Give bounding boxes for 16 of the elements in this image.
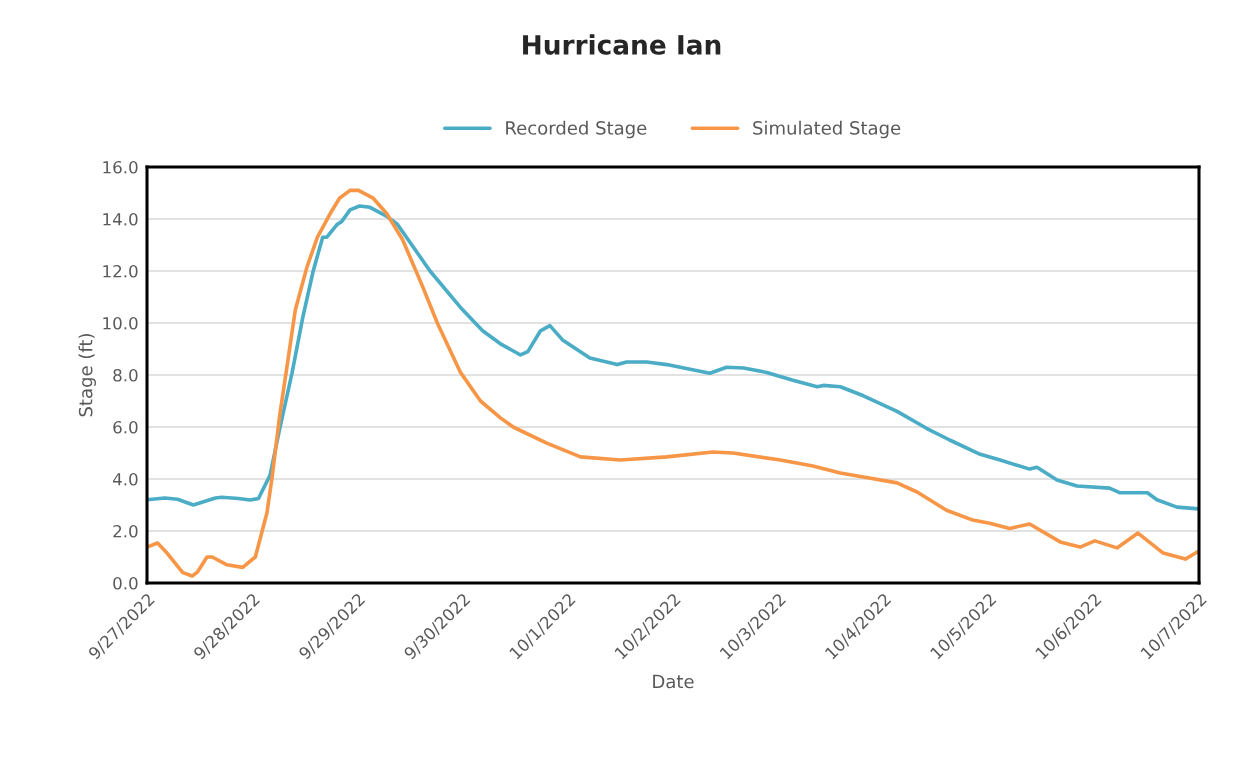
y-tick-label: 8.0: [113, 368, 138, 382]
y-tick-label: 0.0: [113, 576, 138, 590]
y-tick-label: 14.0: [103, 212, 138, 226]
y-tick-label: 16.0: [103, 160, 138, 174]
y-tick-label: 6.0: [113, 420, 138, 434]
x-axis-title: Date: [653, 674, 694, 689]
line-series: [147, 204, 1199, 511]
y-tick-label: 10.0: [103, 316, 138, 330]
y-tick-label: 12.0: [103, 264, 138, 278]
legend-label: Recorded Stage: [506, 120, 647, 139]
y-tick-label: 4.0: [112, 472, 138, 486]
chart-title: Hurricane Ian: [523, 34, 721, 55]
legend-label: Simulated Stage: [753, 120, 901, 139]
y-tick-label: 2.0: [113, 524, 138, 538]
line-series: [147, 188, 1199, 578]
y-axis-title: Stage (ft): [78, 333, 96, 417]
